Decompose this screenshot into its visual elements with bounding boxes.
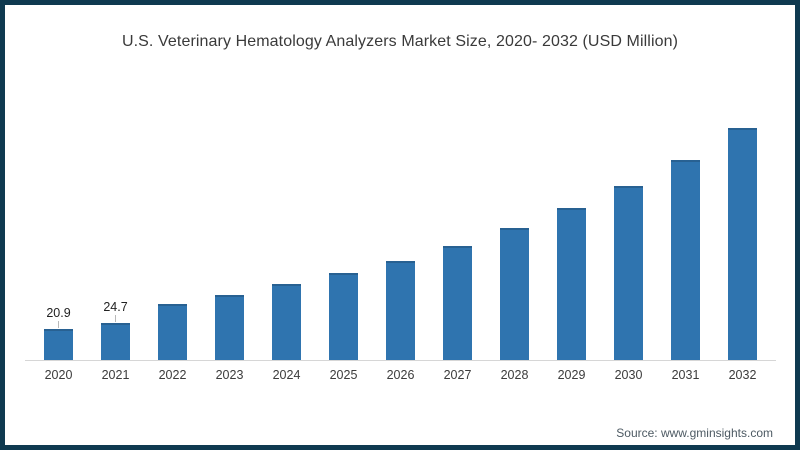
label-leader-line	[115, 315, 116, 322]
x-axis-label: 2029	[557, 368, 586, 382]
bar-slot	[372, 128, 429, 360]
bar-2032	[728, 128, 757, 360]
chart-title: U.S. Veterinary Hematology Analyzers Mar…	[121, 33, 679, 50]
x-axis-line	[25, 360, 776, 361]
bar-2026	[386, 261, 415, 360]
x-axis-label: 2031	[671, 368, 700, 382]
bar-slot: 20.9	[30, 128, 87, 360]
bar-slot: 24.7	[87, 128, 144, 360]
bar-slot	[657, 128, 714, 360]
bar-slot	[429, 128, 486, 360]
bar-2030	[614, 186, 643, 360]
bar-slot	[714, 128, 771, 360]
x-axis-label: 2030	[614, 368, 643, 382]
bar-slot	[600, 128, 657, 360]
x-axis-label: 2022	[158, 368, 187, 382]
bar-slot	[144, 128, 201, 360]
x-axis-label: 2027	[443, 368, 472, 382]
bar-2029	[557, 208, 586, 360]
x-axis-label: 2024	[272, 368, 301, 382]
bar-value-label: 24.7	[103, 300, 128, 314]
bar-slot	[201, 128, 258, 360]
bar-2022	[158, 304, 187, 360]
label-leader-line	[58, 321, 59, 328]
bar-slot	[543, 128, 600, 360]
bar-slot	[258, 128, 315, 360]
x-axis-label: 2023	[215, 368, 244, 382]
bar-2025	[329, 273, 358, 360]
bar-2020	[44, 329, 73, 360]
bar-2024	[272, 284, 301, 360]
x-axis-label: 2025	[329, 368, 358, 382]
x-axis-label: 2032	[728, 368, 757, 382]
bar-2021	[101, 323, 130, 360]
x-axis-labels-row: 2020 2021 2022 2023 2024 2025 2026 2027 2028 2029…	[30, 368, 771, 382]
x-axis-label: 2021	[101, 368, 130, 382]
bar-slot	[315, 128, 372, 360]
x-axis-label: 2020	[44, 368, 73, 382]
bar-value-label: 20.9	[46, 306, 71, 320]
source-text: Source: www.gminsights.com	[616, 426, 773, 440]
plot-area: 20.9 24.7	[30, 128, 771, 360]
bar-2023	[215, 295, 244, 360]
x-axis-label: 2026	[386, 368, 415, 382]
x-axis-label: 2028	[500, 368, 529, 382]
bar-2031	[671, 160, 700, 360]
bar-slot	[486, 128, 543, 360]
bar-2027	[443, 246, 472, 360]
bar-2028	[500, 228, 529, 360]
